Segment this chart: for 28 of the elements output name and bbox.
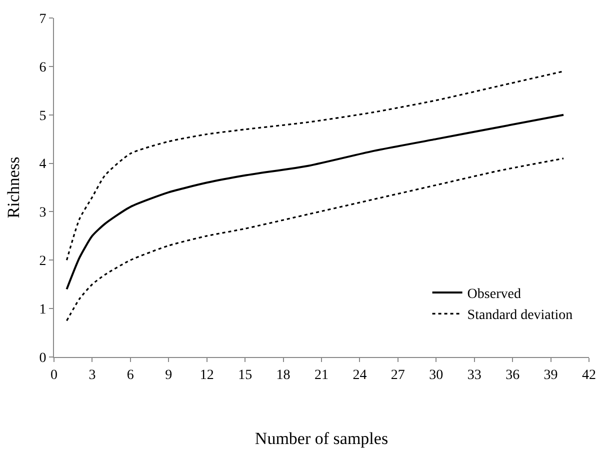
- x-tick-label: 33: [467, 368, 482, 383]
- y-tick-label: 5: [39, 108, 46, 124]
- legend-label: Observed: [467, 286, 521, 302]
- y-tick-label: 3: [39, 206, 46, 221]
- x-tick-label: 30: [429, 368, 444, 383]
- legend-label: Standard deviation: [467, 308, 573, 324]
- x-tick-label: 12: [200, 368, 214, 383]
- line-series: [66, 70, 564, 261]
- x-tick-label: 42: [582, 368, 596, 383]
- y-tick-label: 6: [39, 60, 46, 76]
- x-tick-label: 21: [314, 368, 328, 383]
- x-tick-label: 24: [352, 368, 367, 383]
- y-tick-label: 7: [39, 12, 46, 27]
- x-tick-label: 9: [165, 368, 172, 383]
- y-tick-label: 4: [39, 157, 46, 172]
- x-axis-title: Number of samples: [254, 429, 388, 448]
- x-tick-label: 6: [126, 368, 134, 383]
- x-tick-label: 0: [50, 368, 58, 383]
- x-tick-label: 3: [88, 368, 96, 383]
- x-tick-label: 15: [238, 368, 252, 383]
- y-axis-title: Richness: [4, 156, 23, 218]
- y-tick-label: 0: [39, 350, 46, 366]
- y-tick-label: 2: [39, 254, 46, 270]
- x-tick-label: 36: [506, 368, 520, 383]
- y-tick-label: 1: [39, 302, 46, 318]
- x-tick-label: 39: [544, 368, 558, 383]
- x-tick-label: 18: [276, 368, 290, 383]
- x-tick-label: 27: [390, 368, 405, 383]
